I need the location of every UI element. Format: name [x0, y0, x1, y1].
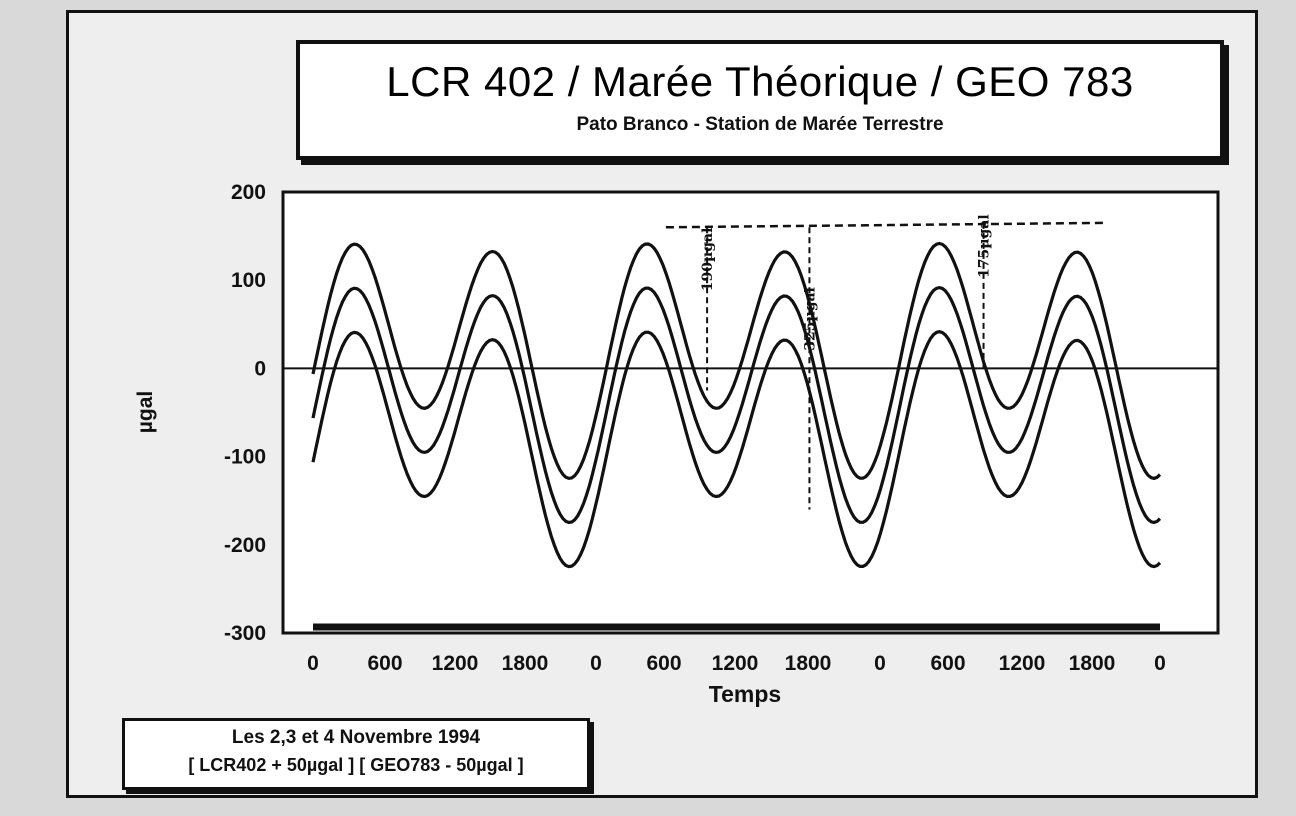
- y-tick-label: -100: [224, 446, 266, 469]
- x-tick-label: 0: [590, 652, 602, 675]
- legend-offsets: [ LCR402 + 50µgal ] [ GEO783 - 50µgal ]: [188, 755, 524, 775]
- y-tick-label: -200: [224, 534, 266, 557]
- legend-date: Les 2,3 et 4 Novembre 1994: [231, 727, 481, 748]
- y-tick-label: 200: [231, 181, 266, 204]
- annotation-label: 325µgal: [802, 287, 818, 351]
- x-axis-label: Temps: [709, 681, 781, 707]
- annotation-label: 175µgal: [977, 214, 993, 278]
- x-tick-label: 600: [930, 652, 965, 675]
- x-tick-label: 0: [874, 652, 886, 675]
- x-tick-label: 600: [646, 652, 681, 675]
- x-tick-label: 0: [307, 652, 319, 675]
- x-tick-label: 1200: [712, 652, 759, 675]
- legend-box: Les 2,3 et 4 Novembre 1994 [ LCR402 + 50…: [122, 718, 590, 790]
- envelope-dashed-line: [665, 221, 1108, 229]
- x-tick-label: 1800: [785, 652, 832, 675]
- x-tick-label: 1800: [502, 652, 549, 675]
- series-theoretical-tide: [311, 285, 1162, 525]
- chart-title: LCR 402 / Marée Théorique / GEO 783: [386, 58, 1134, 105]
- annotation-label: 190µgal: [700, 228, 716, 292]
- x-tick-label: 1200: [999, 652, 1046, 675]
- title-box: LCR 402 / Marée Théorique / GEO 783 Pato…: [296, 40, 1224, 160]
- plot-area: [281, 190, 1220, 635]
- y-tick-label: 0: [254, 357, 266, 380]
- x-tick-label: 600: [367, 652, 402, 675]
- x-tick-label: 0: [1154, 652, 1166, 675]
- chart-subtitle: Pato Branco - Station de Marée Terrestre: [576, 114, 944, 135]
- y-axis-label: µgal: [134, 391, 157, 433]
- x-tick-label: 1200: [432, 652, 479, 675]
- series-geo783: [311, 330, 1162, 569]
- x-tick-label: 1800: [1069, 652, 1116, 675]
- y-tick-label: -300: [224, 622, 266, 645]
- series-lcr402: [311, 241, 1162, 481]
- y-tick-label: 100: [231, 269, 266, 292]
